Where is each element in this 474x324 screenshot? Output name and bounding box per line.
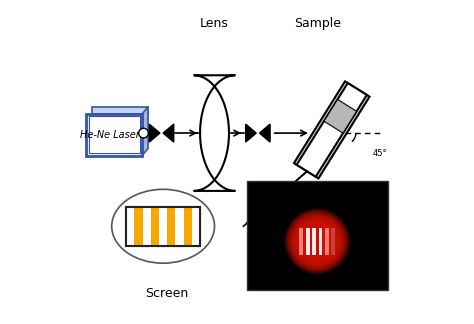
Text: He-Ne Laser: He-Ne Laser xyxy=(80,130,140,140)
Ellipse shape xyxy=(112,189,215,263)
Circle shape xyxy=(290,214,345,269)
Circle shape xyxy=(292,216,342,266)
Bar xyxy=(159,207,167,246)
Circle shape xyxy=(300,224,335,259)
Bar xyxy=(143,207,151,246)
Circle shape xyxy=(295,219,340,264)
Bar xyxy=(331,228,335,255)
Bar xyxy=(183,207,192,246)
Circle shape xyxy=(291,215,343,267)
Circle shape xyxy=(302,226,333,257)
Text: Lens: Lens xyxy=(200,17,229,30)
Bar xyxy=(312,228,316,255)
Bar xyxy=(126,207,200,246)
Polygon shape xyxy=(142,107,148,156)
Polygon shape xyxy=(324,99,356,133)
Bar xyxy=(151,207,159,246)
Polygon shape xyxy=(298,168,307,179)
Circle shape xyxy=(309,233,325,249)
Circle shape xyxy=(307,231,328,252)
Circle shape xyxy=(306,230,329,253)
Circle shape xyxy=(289,213,346,270)
Bar xyxy=(86,114,142,156)
Bar xyxy=(299,228,303,255)
Bar xyxy=(126,207,135,246)
Circle shape xyxy=(297,221,337,261)
Circle shape xyxy=(286,210,348,272)
Polygon shape xyxy=(149,124,160,142)
Circle shape xyxy=(304,228,330,254)
Text: Sample: Sample xyxy=(294,17,341,30)
Circle shape xyxy=(288,212,347,271)
Bar xyxy=(167,207,175,246)
Circle shape xyxy=(299,223,336,260)
Circle shape xyxy=(296,220,338,263)
Text: Screen: Screen xyxy=(145,287,188,300)
Circle shape xyxy=(313,237,322,246)
Polygon shape xyxy=(163,124,173,142)
Bar xyxy=(192,207,200,246)
Bar xyxy=(135,207,143,246)
Bar xyxy=(175,207,183,246)
Polygon shape xyxy=(246,124,256,142)
Circle shape xyxy=(285,209,349,273)
Polygon shape xyxy=(92,107,148,114)
Circle shape xyxy=(308,232,327,250)
Circle shape xyxy=(314,238,320,245)
Bar xyxy=(246,181,388,291)
Circle shape xyxy=(293,218,341,265)
Polygon shape xyxy=(194,75,236,191)
Circle shape xyxy=(312,236,323,247)
Text: Fringes: Fringes xyxy=(264,69,316,82)
Bar xyxy=(126,207,200,246)
Bar xyxy=(319,228,322,255)
Bar xyxy=(325,228,329,255)
Polygon shape xyxy=(259,124,270,142)
Bar xyxy=(89,116,140,153)
Circle shape xyxy=(139,128,148,138)
Polygon shape xyxy=(297,83,367,177)
Polygon shape xyxy=(281,183,290,194)
Circle shape xyxy=(301,225,334,258)
Polygon shape xyxy=(294,81,370,179)
Text: 45°: 45° xyxy=(373,149,387,158)
Bar xyxy=(306,228,310,255)
Circle shape xyxy=(303,227,331,255)
Circle shape xyxy=(310,235,324,248)
